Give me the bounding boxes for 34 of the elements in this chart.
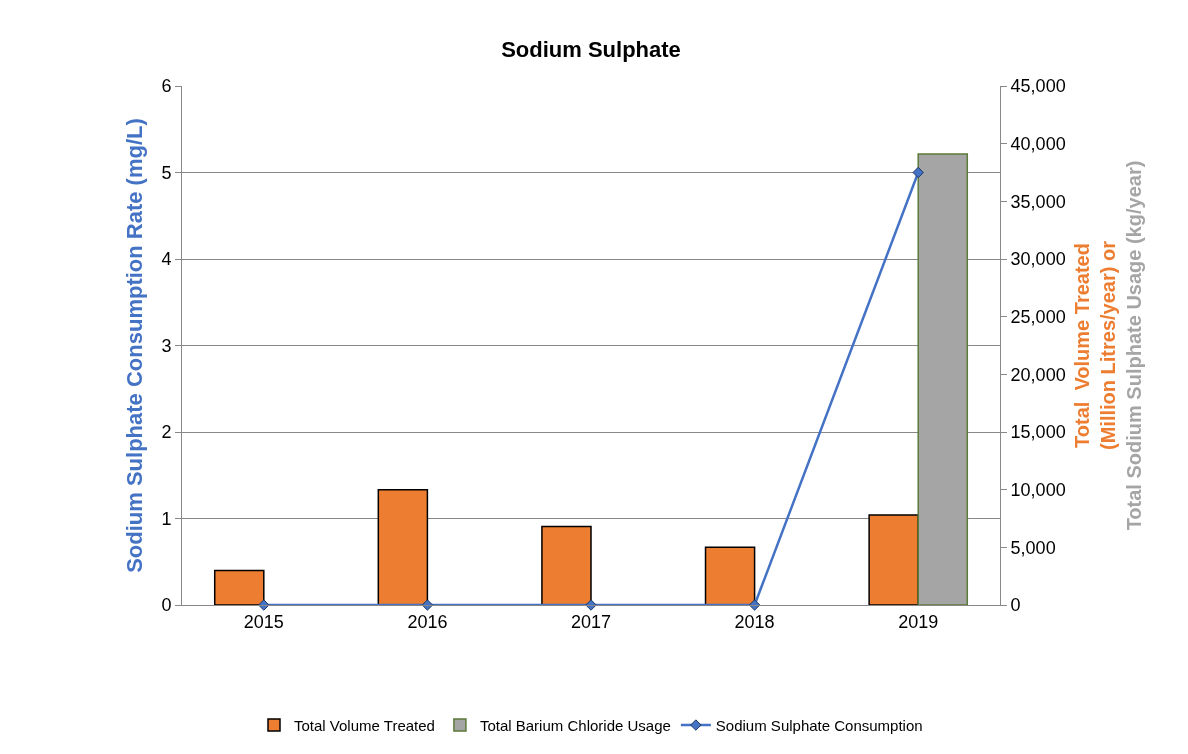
legend-label: Sodium Sulphate Consumption: [715, 716, 923, 734]
bar: [377, 488, 429, 605]
y2-tick-label: 25,000: [1010, 306, 1066, 327]
bar: [541, 525, 592, 605]
y2-tick-label: 0: [1010, 595, 1021, 616]
y2-tick-label: 40,000: [1010, 133, 1066, 154]
y-tick-label: 5: [161, 162, 172, 183]
y2-tick-label: 20,000: [1010, 364, 1066, 385]
bar: [213, 569, 265, 605]
y2-axis-title: Total Volume Treated (Million Litres/year) or Total Sodium Sulphate Usage (kg/year): [1071, 160, 1146, 531]
x-tick-label: 2018: [734, 611, 775, 632]
bar: [868, 514, 919, 605]
x-tick-label: 2016: [407, 611, 448, 632]
y-tick-label: 1: [161, 508, 172, 529]
y2-tick-label: 15,000: [1010, 422, 1066, 443]
y-tick-label: 2: [161, 422, 172, 443]
y2-tick-label: 5,000: [1010, 537, 1056, 558]
y2-tick-label: 45,000: [1010, 76, 1066, 97]
x-tick-label: 2019: [898, 611, 939, 632]
y-tick-label: 0: [161, 595, 172, 616]
y-axis-title: Sodium Sulphate Consumption Rate (mg/L): [122, 118, 148, 573]
y2-tick-label: 10,000: [1010, 479, 1066, 500]
legend-label: Total Barium Chloride Usage: [479, 716, 671, 734]
bar: [917, 153, 969, 605]
x-tick-label: 2017: [570, 611, 612, 632]
y-tick-label: 3: [161, 335, 172, 356]
bar: [704, 546, 756, 605]
y2-tick-label: 35,000: [1010, 191, 1066, 212]
y-tick-label: 4: [161, 249, 172, 270]
x-tick-label: 2015: [243, 611, 284, 632]
legend-label: Total Volume Treated: [294, 716, 435, 734]
y-tick-label: 6: [161, 76, 172, 97]
y2-tick-label: 30,000: [1010, 249, 1066, 270]
chart-title: Sodium Sulphate: [501, 36, 681, 62]
